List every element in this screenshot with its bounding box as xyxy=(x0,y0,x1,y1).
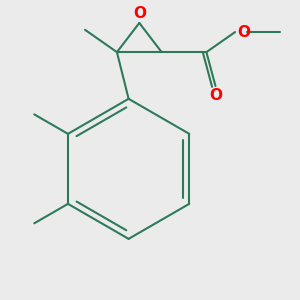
Text: O: O xyxy=(133,6,146,21)
Text: O: O xyxy=(209,88,222,103)
Text: O: O xyxy=(237,25,250,40)
